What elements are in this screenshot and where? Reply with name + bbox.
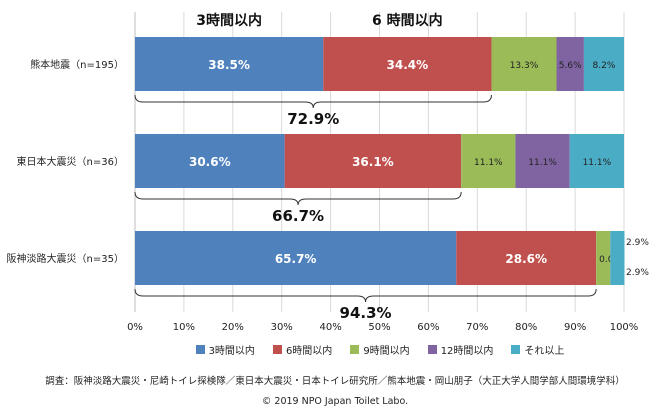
data-label: 2.9% (626, 268, 649, 278)
legend-item: 3時間以内 (195, 341, 255, 357)
data-label: 28.6% (505, 252, 547, 266)
bar-segment (596, 231, 611, 285)
bar-segment (610, 231, 625, 285)
data-label: 11.1% (474, 158, 503, 168)
bar-segment (456, 231, 597, 285)
category-label: 阪神淡路大震災（n=35） (7, 252, 124, 265)
legend-label: 9時間以内 (363, 345, 410, 357)
data-label: 8.2% (593, 61, 616, 71)
sum-bracket (134, 94, 492, 109)
x-tick-label: 90% (564, 322, 586, 333)
data-label: 2.9% (626, 238, 649, 248)
bracket-total-label: 72.9% (287, 110, 339, 128)
bar-segment (515, 134, 570, 188)
legend-swatch (272, 344, 282, 354)
data-label: 34.4% (387, 58, 429, 72)
legend-swatch (511, 344, 521, 354)
legend-item: それ以上 (511, 341, 564, 357)
x-tick-label: 50% (368, 322, 390, 333)
x-tick-label: 30% (271, 322, 293, 333)
bar-segment (556, 37, 584, 91)
sum-bracket (134, 288, 597, 303)
bar-segment (135, 37, 324, 91)
data-label: 11.1% (583, 158, 612, 168)
x-tick-label: 0% (127, 322, 143, 333)
legend-label: 3時間以内 (208, 345, 255, 357)
x-tick-label: 70% (466, 322, 488, 333)
legend-item: 9時間以内 (350, 341, 410, 357)
bar-segment (569, 134, 624, 188)
bar-segment (491, 37, 557, 91)
bracket-total-label: 66.7% (272, 207, 324, 225)
data-label: 65.7% (275, 252, 317, 266)
bracket-total-label: 94.3% (340, 304, 392, 322)
legend-label: 12時間以内 (440, 345, 494, 357)
x-tick-label: 20% (222, 322, 244, 333)
data-label: 38.5% (208, 58, 250, 72)
sum-bracket (134, 191, 462, 206)
bar-segment (583, 37, 624, 91)
x-tick-label: 60% (417, 322, 439, 333)
x-tick-label: 10% (173, 322, 195, 333)
bar-segment (461, 134, 516, 188)
bar-segment (284, 134, 462, 188)
data-label: 5.6% (559, 61, 582, 71)
data-label: 30.6% (189, 155, 231, 169)
legend-swatch (427, 344, 437, 354)
data-label: 13.3% (510, 61, 539, 71)
legend-label: それ以上 (524, 345, 565, 357)
x-tick-label: 100% (610, 322, 639, 333)
header-label-6h: 6 時間以内 (372, 12, 443, 29)
chart-legend: 3時間以内 6時間以内 9時間以内 12時間以内 それ以上 (135, 341, 625, 357)
copyright: © 2019 NPO Japan Toilet Labo. (261, 396, 409, 407)
bar-segment (135, 231, 457, 285)
legend-swatch (195, 344, 205, 354)
legend-swatch (350, 344, 360, 354)
x-tick-label: 40% (319, 322, 341, 333)
category-label: 熊本地震（n=195） (30, 58, 124, 71)
x-tick-label: 80% (515, 322, 537, 333)
bar-segment (135, 134, 285, 188)
data-label: 11.1% (528, 158, 557, 168)
legend-item: 6時間以内 (272, 341, 333, 357)
bar-segment (323, 37, 492, 91)
header-label-3h: 3時間以内 (196, 12, 262, 29)
data-label: 36.1% (352, 155, 394, 169)
category-label: 東日本大震災（n=36） (17, 155, 124, 168)
legend-label: 6時間以内 (285, 345, 333, 357)
source-note: 調査：阪神淡路大震災・尼崎トイレ探検隊／東日本大震災・日本トイレ研究所／熊本地震… (45, 376, 625, 387)
legend-item: 12時間以内 (427, 341, 494, 357)
